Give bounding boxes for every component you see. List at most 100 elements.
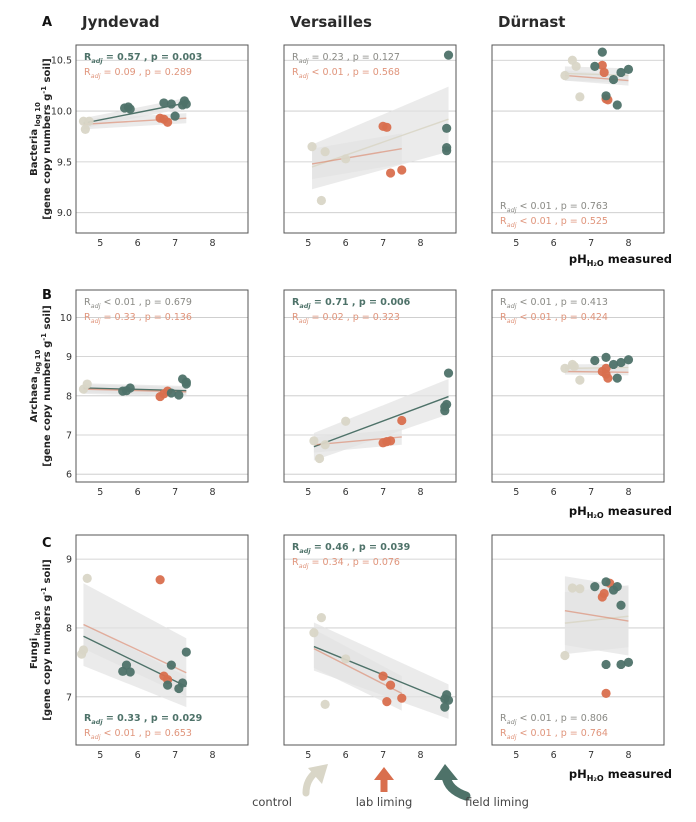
stat-adj: adj bbox=[91, 72, 101, 80]
data-point-lab bbox=[163, 117, 173, 127]
data-point-field bbox=[616, 67, 626, 78]
stat-value: = 0.09 , p = 0.289 bbox=[101, 67, 192, 78]
data-point-field bbox=[601, 91, 611, 101]
panel-frame bbox=[491, 44, 665, 234]
legend-arrowhead-control bbox=[308, 764, 328, 784]
data-point-field bbox=[443, 368, 454, 378]
stat-value: < 0.01 , p = 0.424 bbox=[517, 312, 608, 323]
stat-text: Radj = 0.33 , p = 0.029 bbox=[84, 713, 202, 726]
site-title: Versailles bbox=[290, 13, 372, 31]
x-tick-label: 6 bbox=[343, 750, 349, 761]
stat-text: Radj < 0.01 , p = 0.568 bbox=[292, 67, 400, 80]
x-tick-label: 6 bbox=[343, 238, 349, 249]
data-point-control bbox=[314, 453, 325, 464]
x-axis-label-suffix: measured bbox=[604, 767, 672, 781]
data-point-control bbox=[560, 650, 570, 661]
data-point-field bbox=[623, 355, 634, 365]
x-axis-label-main: pH bbox=[569, 504, 587, 518]
stat-value: < 0.01 , p = 0.525 bbox=[517, 216, 608, 227]
y-tick-label: 7 bbox=[66, 692, 72, 703]
data-point-control bbox=[80, 124, 90, 134]
data-point-control bbox=[84, 116, 94, 126]
fit-line-lab bbox=[564, 610, 629, 622]
data-point-control bbox=[575, 375, 585, 385]
data-point-lab bbox=[155, 575, 165, 585]
legend: control lab liming field liming bbox=[252, 764, 529, 809]
data-point-field bbox=[121, 660, 132, 670]
data-point-field bbox=[166, 660, 176, 670]
y-tick-label: 7 bbox=[66, 430, 72, 441]
data-point-field bbox=[442, 123, 452, 133]
data-point-lab bbox=[603, 373, 613, 383]
stat-value: = 0.02 , p = 0.323 bbox=[309, 312, 400, 323]
stat-text: Radj < 0.01 , p = 0.679 bbox=[84, 297, 192, 310]
data-point-lab bbox=[599, 67, 609, 78]
y-axis-label-main: Bacteria bbox=[29, 129, 40, 176]
x-tick-label: 7 bbox=[172, 238, 178, 249]
data-point-field bbox=[181, 379, 191, 389]
x-tick-label: 8 bbox=[417, 487, 423, 498]
data-point-field bbox=[177, 678, 188, 688]
stat-adj: adj bbox=[507, 206, 517, 214]
data-point-field bbox=[443, 50, 454, 60]
x-axis-label: pHH₂O measured bbox=[569, 767, 672, 783]
y-axis-label-units-end: soil] bbox=[42, 559, 53, 587]
data-point-lab bbox=[601, 688, 611, 698]
x-tick-label: 8 bbox=[625, 487, 631, 498]
stat-value: = 0.71 , p = 0.006 bbox=[311, 297, 411, 308]
stat-r: R bbox=[500, 216, 507, 227]
y-axis-label-line2: [gene copy numbers g-1 soil] bbox=[40, 559, 53, 721]
data-point-field bbox=[166, 388, 176, 398]
y-axis-label-units: [gene copy numbers g bbox=[42, 341, 53, 467]
stat-r: R bbox=[500, 201, 507, 212]
y-axis-label: Bacteria log 10 bbox=[29, 102, 42, 176]
data-point-lab bbox=[385, 436, 396, 446]
y-tick-label: 9 bbox=[66, 555, 72, 566]
x-tick-label: 6 bbox=[135, 750, 141, 761]
stat-value: < 0.01 , p = 0.413 bbox=[517, 297, 608, 308]
fit-line-control bbox=[564, 615, 629, 624]
row-letter: C bbox=[42, 536, 52, 551]
data-point-field bbox=[440, 702, 450, 712]
x-tick-label: 8 bbox=[417, 750, 423, 761]
fit-line-lab bbox=[311, 147, 402, 165]
data-point-field bbox=[590, 61, 600, 71]
data-point-control bbox=[341, 154, 351, 164]
y-tick-label: 6 bbox=[66, 470, 72, 481]
stat-text: Radj = 0.09 , p = 0.289 bbox=[84, 67, 192, 80]
y-axis-label-main: Fungi bbox=[29, 638, 40, 669]
stat-adj: adj bbox=[507, 733, 517, 741]
x-tick-label: 5 bbox=[513, 238, 519, 249]
stat-r: R bbox=[84, 67, 91, 78]
stat-r: R bbox=[84, 728, 91, 739]
data-point-field bbox=[601, 352, 611, 362]
data-point-lab bbox=[601, 363, 611, 373]
data-point-field bbox=[181, 99, 191, 109]
y-axis-label-line2: [gene copy numbers g-1 soil] bbox=[40, 305, 53, 467]
x-axis-label-main: pH bbox=[569, 767, 587, 781]
y-axis-label-units-end: soil] bbox=[42, 58, 53, 86]
data-point-field bbox=[174, 390, 184, 400]
stat-r: R bbox=[292, 67, 299, 78]
confidence-band bbox=[313, 629, 402, 711]
x-tick-label: 6 bbox=[135, 487, 141, 498]
data-point-field bbox=[608, 74, 619, 85]
fit-line-field bbox=[313, 395, 449, 448]
y-tick-label: 8 bbox=[66, 391, 72, 402]
x-tick-label: 8 bbox=[209, 238, 215, 249]
stat-adj: adj bbox=[507, 718, 517, 726]
stat-r: R bbox=[292, 542, 300, 553]
data-point-field bbox=[163, 680, 173, 690]
y-axis-label-sub: log 10 bbox=[34, 349, 42, 376]
panel-frame bbox=[75, 44, 249, 234]
data-point-field bbox=[590, 355, 600, 366]
stat-adj: adj bbox=[507, 302, 517, 310]
data-point-field bbox=[623, 64, 634, 74]
data-point-control bbox=[569, 361, 579, 372]
stat-r: R bbox=[500, 728, 507, 739]
panel-frame bbox=[283, 534, 457, 746]
y-axis-label-main: Archaea bbox=[29, 376, 40, 422]
data-point-lab bbox=[397, 693, 407, 703]
